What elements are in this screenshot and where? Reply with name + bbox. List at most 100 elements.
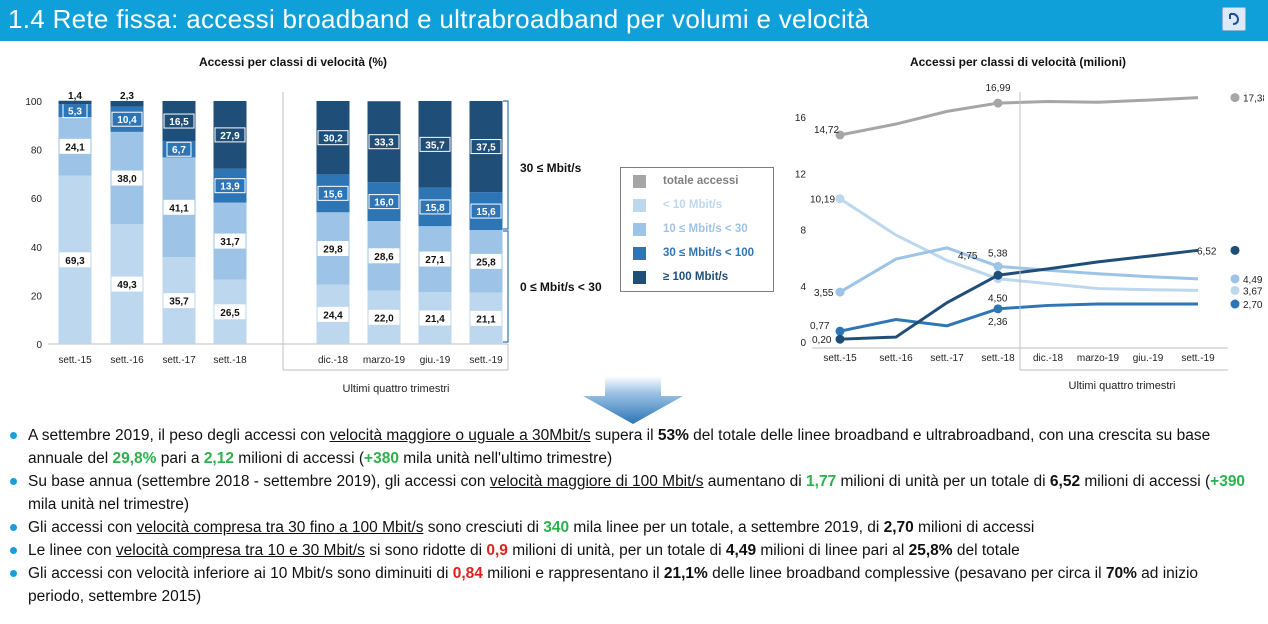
data-point xyxy=(835,130,845,140)
bullet-text: +390 xyxy=(1210,473,1246,490)
bullet-text: sono cresciuti di xyxy=(423,519,544,536)
data-point xyxy=(1230,93,1240,103)
y-tick-label: 20 xyxy=(31,291,43,302)
y-tick-label: 40 xyxy=(31,243,43,254)
bullet-text: milioni di accessi xyxy=(913,519,1035,536)
data-label: 24,4 xyxy=(323,310,343,321)
data-label: 35,7 xyxy=(425,140,445,151)
bullet-text: milioni e rappresentano il xyxy=(482,565,664,582)
data-label: 5,3 xyxy=(68,107,82,118)
legend-label: < 10 Mbit/s xyxy=(663,199,723,211)
data-point xyxy=(835,287,845,297)
data-label: 15,6 xyxy=(323,189,343,200)
legend-label: 30 ≤ Mbit/s < 100 xyxy=(663,247,755,259)
data-label-box xyxy=(59,138,91,154)
x-tick-label: sett.-15 xyxy=(58,355,92,366)
bullet-text: si sono ridotte di xyxy=(364,542,487,559)
bullet-item: Le linee con velocità compresa tra 10 e … xyxy=(10,539,1258,562)
data-label: 16,0 xyxy=(374,198,394,209)
bar-segment xyxy=(58,100,92,105)
data-label: 30,2 xyxy=(323,134,343,145)
title-bar: 1.4 Rete fissa: accessi broadband e ultr… xyxy=(0,0,1268,41)
bullet-text: mila linee per un totale, a settembre 20… xyxy=(569,519,884,536)
data-label-box xyxy=(419,136,451,152)
bullet-item: Gli accessi con velocità compresa tra 30… xyxy=(10,516,1258,539)
bullet-text: milioni di linee pari al xyxy=(756,542,909,559)
y-tick-label: 4 xyxy=(800,282,806,293)
page-title: 1.4 Rete fissa: accessi broadband e ultr… xyxy=(8,4,870,34)
bullet-text: 29,8% xyxy=(112,450,157,467)
bullet-text: Gli accessi con xyxy=(28,519,137,536)
bullet-text: 4,49 xyxy=(725,542,757,559)
bullet-text: Gli accessi con velocità inferiore ai 10… xyxy=(28,565,453,582)
data-point xyxy=(993,261,1003,271)
bracket-top xyxy=(503,100,509,230)
data-label-box xyxy=(470,203,502,219)
bullet-dot-icon xyxy=(10,432,17,439)
data-label-box xyxy=(214,178,246,194)
data-label-box xyxy=(368,134,400,150)
bracket-bottom-label: 0 ≤ Mbit/s < 30 xyxy=(520,280,602,294)
legend-swatch xyxy=(633,199,646,212)
bullet-text: mila unità nell'ultimo trimestre) xyxy=(398,450,613,467)
data-label: 33,3 xyxy=(374,138,394,149)
data-label: 27,1 xyxy=(425,255,445,266)
data-point xyxy=(993,98,1003,108)
bullet-text: velocità maggiore o uguale a 30Mbit/s xyxy=(329,427,591,444)
bullet-dot-icon xyxy=(10,570,17,577)
bullet-text: 2,70 xyxy=(883,519,914,536)
data-point xyxy=(1230,285,1240,295)
data-label: 25,8 xyxy=(476,257,496,268)
data-label: 3,67 xyxy=(1243,286,1263,297)
data-label-box xyxy=(163,199,195,215)
bullet-text: del totale xyxy=(952,542,1020,559)
data-label: 22,0 xyxy=(374,313,394,324)
data-point xyxy=(993,304,1003,314)
x-tick-label: sett.-19 xyxy=(469,355,503,366)
bullet-text: 70% xyxy=(1105,565,1137,582)
bullet-text: +380 xyxy=(364,450,399,467)
data-label-box xyxy=(163,293,195,309)
bullet-text: milioni di accessi ( xyxy=(233,450,365,467)
data-label: 2,70 xyxy=(1243,300,1263,311)
bullet-text: A settembre 2019, il peso degli accessi … xyxy=(28,427,330,444)
data-label-box xyxy=(59,252,91,268)
legend-swatch xyxy=(633,247,646,260)
x-tick-label: dic.-18 xyxy=(318,355,348,366)
bullet-item: A settembre 2019, il peso degli accessi … xyxy=(10,424,1258,470)
data-label-box xyxy=(470,310,502,326)
x-tick-label: marzo-19 xyxy=(1077,353,1120,364)
return-button[interactable] xyxy=(1222,7,1246,31)
x-tick-label: giu.-19 xyxy=(1133,353,1164,364)
bullet-text: velocità compresa tra 30 fino a 100 Mbit… xyxy=(136,519,424,536)
line-chart: Accessi per classi di velocità (milioni)… xyxy=(795,55,1264,392)
x-tick-label: sett.-17 xyxy=(930,353,964,364)
data-label: 21,1 xyxy=(476,314,496,325)
x-tick-label: sett.-16 xyxy=(879,353,913,364)
bullet-text: 1,77 xyxy=(806,473,837,490)
data-label: 49,3 xyxy=(117,280,137,291)
data-label: 31,7 xyxy=(220,237,240,248)
bullet-text: 2,12 xyxy=(203,450,234,467)
bullet-text: delle linee broadband complessive (pesav… xyxy=(707,565,1106,582)
bullet-item: Gli accessi con velocità inferiore ai 10… xyxy=(10,562,1258,608)
data-label-box xyxy=(111,170,143,186)
bullet-text: Le linee con xyxy=(28,542,116,559)
y-tick-label: 16 xyxy=(795,113,807,124)
series-line xyxy=(839,96,1199,137)
data-label: 4,75 xyxy=(958,251,978,262)
return-arrow-icon xyxy=(1229,12,1240,25)
data-label: 2,36 xyxy=(988,317,1008,328)
bullet-text: mila unità nel trimestre) xyxy=(28,496,190,513)
chart-title: Accessi per classi di velocità (%) xyxy=(199,55,387,69)
bullet-list: A settembre 2019, il peso degli accessi … xyxy=(10,424,1258,608)
bullet-text: 53% xyxy=(657,427,689,444)
y-tick-label: 12 xyxy=(795,169,807,180)
bullet-text: 0,84 xyxy=(452,565,483,582)
bullet-text: aumentano di xyxy=(703,473,807,490)
data-point xyxy=(835,326,845,336)
bullet-dot-icon xyxy=(10,547,17,554)
data-label-box xyxy=(470,139,502,155)
data-label: 16,99 xyxy=(985,83,1010,94)
x-tick-label: sett.-17 xyxy=(162,355,196,366)
